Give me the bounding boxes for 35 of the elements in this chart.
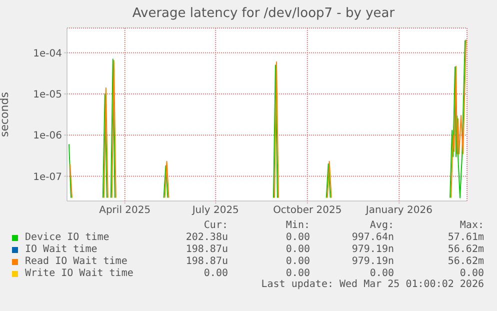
text: 56.62m	[446, 256, 484, 267]
text: 198.87u	[184, 244, 228, 255]
legend-label: Write IO Wait time	[24, 268, 134, 279]
x-tick-label: October 2025	[273, 205, 342, 216]
text: 979.19n	[350, 256, 394, 267]
chart-title: Average latency for /dev/loop7 - by year	[131, 6, 396, 21]
text: 0.00	[458, 268, 484, 279]
text: 997.64n	[350, 232, 394, 243]
x-tick-label: January 2026	[364, 205, 432, 216]
text: 202.38u	[184, 232, 228, 243]
text: 57.61m	[446, 232, 484, 243]
text: Last update: Wed Mar 25 01:00:02 2026	[260, 279, 484, 290]
y-tick-label: 1e-04	[33, 48, 62, 60]
x-tick-label: July 2025	[191, 205, 239, 216]
text: 979.19n	[350, 244, 394, 255]
text: 56.62m	[446, 244, 484, 255]
legend-label: Read IO Wait time	[24, 256, 128, 267]
text: 0.00	[368, 268, 394, 279]
x-tick-label: April 2025	[99, 205, 151, 216]
text: Max:	[458, 220, 484, 231]
y-axis-title: seconds	[0, 92, 11, 137]
text: 0.00	[284, 256, 310, 267]
text: 0.00	[202, 268, 228, 279]
y-tick-label: 1e-05	[33, 89, 62, 100]
y-tick-label: 1e-07	[33, 172, 62, 183]
y-tick-label: 1e-06	[33, 130, 62, 142]
text: Avg:	[368, 220, 394, 231]
text: Min:	[284, 220, 310, 231]
text: 0.00	[284, 232, 310, 243]
text: 0.00	[284, 268, 310, 279]
text: 198.87u	[184, 256, 228, 267]
legend-label: IO Wait time	[24, 244, 98, 255]
legend-label: Device IO time	[24, 232, 110, 243]
text: 0.00	[284, 244, 310, 255]
text: Cur:	[202, 220, 228, 231]
